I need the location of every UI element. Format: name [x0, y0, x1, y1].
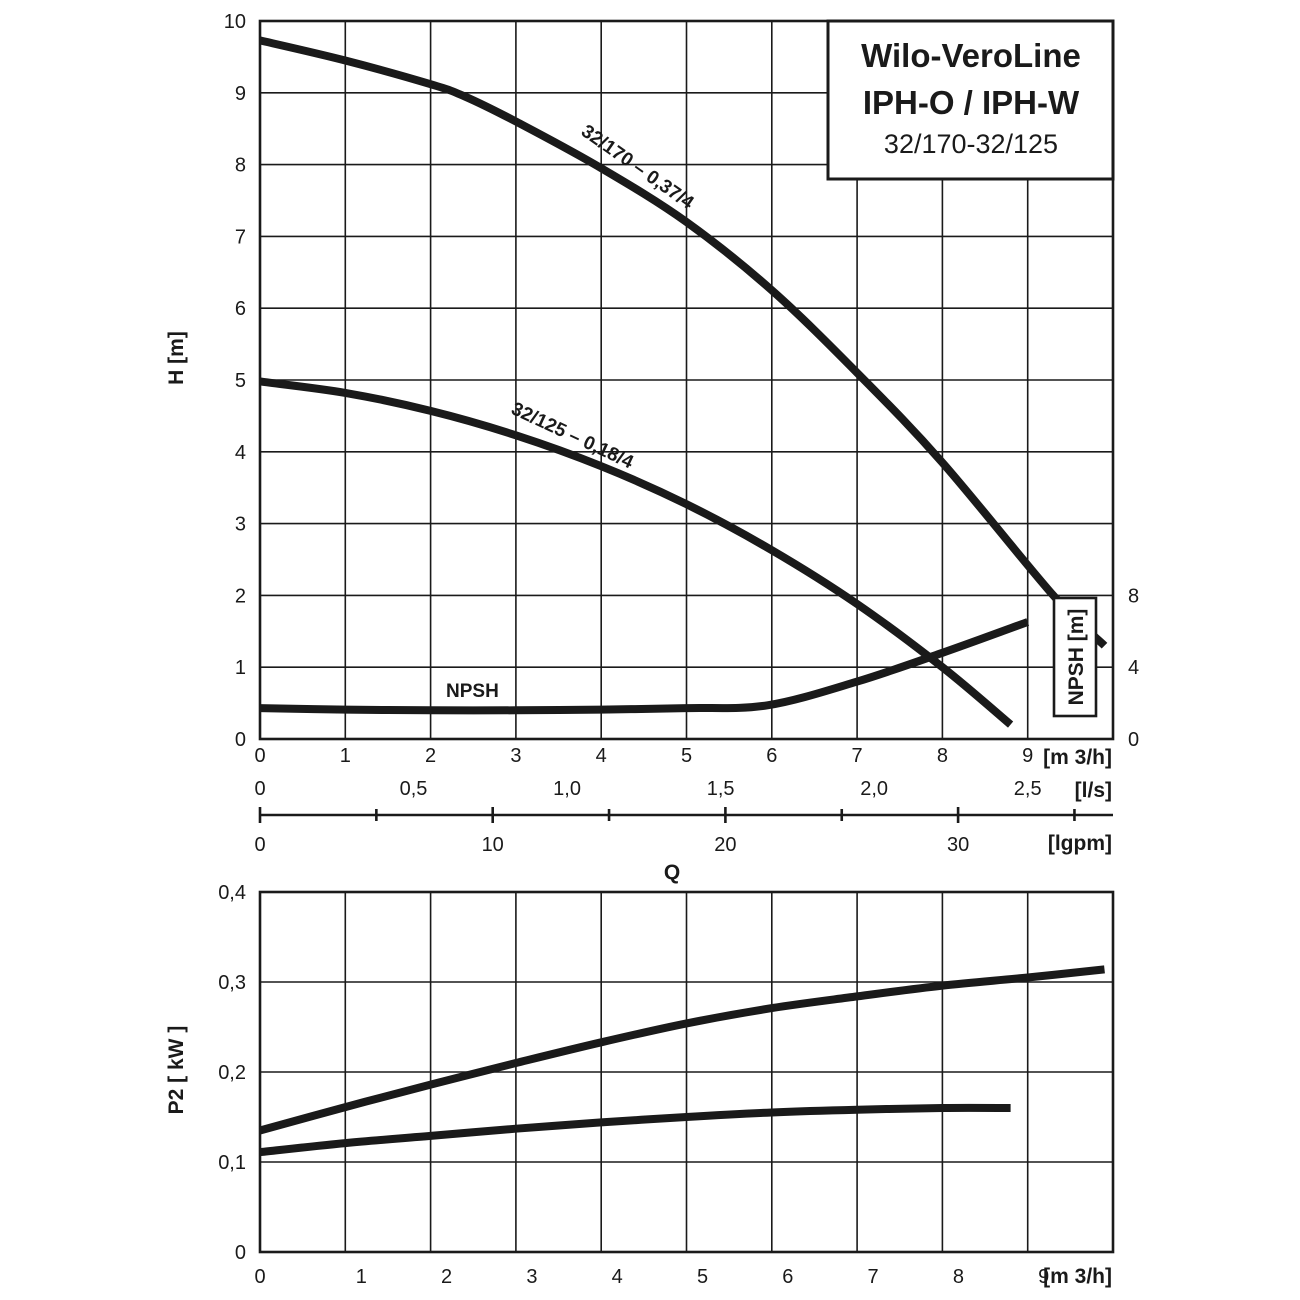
power-x-tick: 4: [612, 1266, 623, 1288]
head-y-tick: 2: [235, 585, 246, 607]
ls-x-tick: 0: [254, 778, 265, 800]
m3h-x-tick: 9: [1022, 745, 1033, 767]
power-x-tick: 9: [1038, 1266, 1049, 1288]
head-y-tick: 7: [235, 226, 246, 248]
npsh-axis-label-box: [1052, 596, 1098, 718]
m3h-x-tick: 8: [937, 745, 948, 767]
head-y-tick: 3: [235, 514, 246, 536]
title-line-3: 32/170-32/125: [884, 129, 1058, 159]
npsh-curve: [259, 618, 1030, 715]
power-chart-curves: [258, 965, 1105, 1157]
npsh-y-tick: 8: [1128, 585, 1139, 607]
ls-x-tick: 1,5: [707, 778, 735, 800]
m3h-x-tick: 4: [596, 745, 607, 767]
ls-x-tick: 0,5: [400, 778, 428, 800]
npsh-axis-title: NPSH [m]: [1065, 609, 1088, 706]
npsh-y-tick: 0: [1128, 729, 1139, 751]
head-y-tick: 4: [235, 442, 246, 464]
power-x-tick: 5: [697, 1266, 708, 1288]
m3h-x-tick: 6: [766, 745, 777, 767]
lgpm-x-tick: 20: [714, 834, 736, 856]
ls-x-tick: 2,5: [1014, 778, 1042, 800]
head-curve-32-125: [259, 377, 1014, 728]
flow-axis-title: Q: [664, 861, 680, 884]
m3h-x-tick: 0: [254, 745, 265, 767]
power-y-tick: 0,3: [218, 972, 246, 994]
title-line-2: IPH-O / IPH-W: [863, 84, 1080, 121]
lgpm-x-tick: 0: [254, 834, 265, 856]
m3h-unit-label: [m 3/h]: [1043, 746, 1112, 769]
npsh-y-tick: 4: [1128, 657, 1139, 679]
head-y-tick: 1: [235, 657, 246, 679]
power-x-tick: 3: [526, 1266, 537, 1288]
power-chart-frame: [258, 890, 1115, 1254]
power-y-axis-title: P2 [ kW ]: [165, 1026, 188, 1115]
head-y-tick: 5: [235, 370, 246, 392]
head-y-tick: 6: [235, 298, 246, 320]
power-x-tick: 8: [953, 1266, 964, 1288]
head-y-tick: 9: [235, 83, 246, 105]
power-x-tick: 6: [782, 1266, 793, 1288]
head-y-tick: 10: [224, 11, 246, 33]
power-chart-grid: [258, 890, 1115, 1254]
title-box: Wilo-VeroLine IPH-O / IPH-W 32/170-32/12…: [826, 19, 1115, 181]
m3h-x-tick: 5: [681, 745, 692, 767]
power-x-tick: 0: [254, 1266, 265, 1288]
curve-label-npsh: NPSH: [446, 681, 499, 702]
power-x-tick: 2: [441, 1266, 452, 1288]
head-y-tick: 8: [235, 155, 246, 177]
power-y-tick: 0,1: [218, 1152, 246, 1174]
m3h-x-tick: 1: [340, 745, 351, 767]
power-x-tick: 1: [356, 1266, 367, 1288]
power-chart-labels: 0 0,1 0,2 0,3 0,4 0 1 2 3 4 5 6 7 8 9[m 3/h] P2 [ kW ]: [165, 882, 1112, 1288]
lgpm-x-tick: 30: [947, 834, 969, 856]
power-curve-32-170: [258, 965, 1105, 1135]
ls-x-tick: 2,0: [860, 778, 888, 800]
power-y-tick: 0,4: [218, 882, 246, 904]
power-curve-32-125: [259, 1103, 1011, 1157]
m3h-x-tick: 3: [510, 745, 521, 767]
lgpm-unit-label: [lgpm]: [1048, 832, 1112, 855]
head-curve-32-170: [259, 36, 1108, 649]
ls-x-tick: 1,0: [553, 778, 581, 800]
ls-unit-label: [l/s]: [1075, 779, 1112, 802]
power-y-tick: 0: [235, 1242, 246, 1264]
lgpm-x-tick: 10: [482, 834, 504, 856]
power-x-unit-label: [m 3/h]: [1043, 1265, 1112, 1288]
m3h-x-tick: 7: [852, 745, 863, 767]
head-chart-frame: [258, 19, 1115, 741]
title-line-1: Wilo-VeroLine: [861, 37, 1081, 74]
head-y-tick: 0: [235, 729, 246, 751]
power-x-tick: 7: [868, 1266, 879, 1288]
power-y-tick: 0,2: [218, 1062, 246, 1084]
m3h-x-tick: 2: [425, 745, 436, 767]
title-box-frame: [826, 19, 1115, 181]
head-chart-curves: [259, 36, 1108, 728]
head-y-axis-title: H [m]: [165, 331, 188, 385]
